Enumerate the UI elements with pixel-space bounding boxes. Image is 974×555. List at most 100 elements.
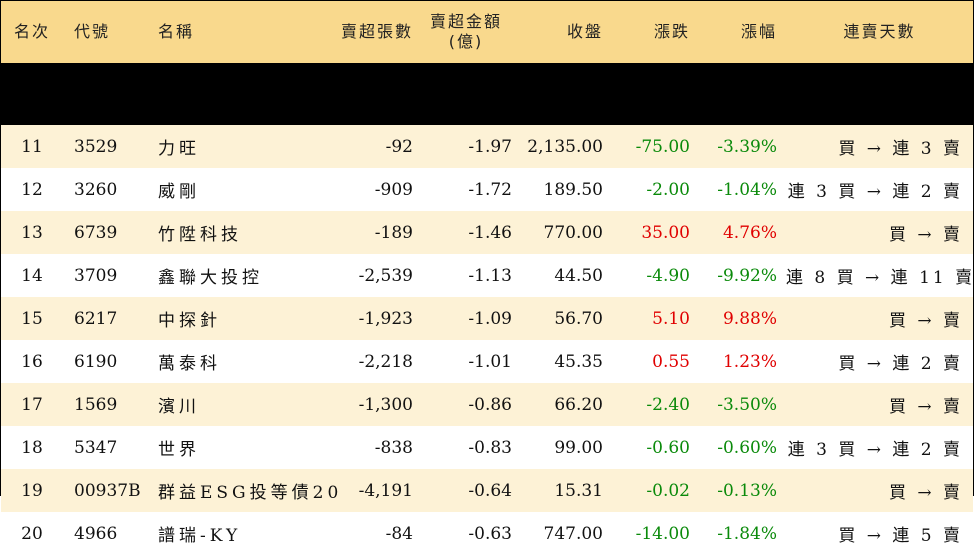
cell-streak: 買 → 連 5 賣	[838, 526, 963, 546]
cell-net-sell-amount: -1.72	[468, 179, 512, 200]
cell-change: -2.40	[646, 394, 690, 415]
header-net-sell-amount-title: 賣超金額	[429, 12, 502, 31]
cell-name: 世界	[158, 440, 200, 460]
table-row: 19 00937B 群益ESG投等債20 -4,191 -0.64 15.31 …	[1, 469, 973, 512]
cell-net-sell-amount: -1.46	[468, 222, 512, 243]
cell-net-sell-amount: -1.97	[468, 136, 512, 157]
cell-code: 5347	[74, 437, 118, 458]
table-row: 13 6739 竹陞科技 -189 -1.46 770.00 35.00 4.7…	[1, 211, 973, 254]
cell-change-pct: 9.88%	[722, 308, 777, 329]
cell-rank: 20	[21, 523, 43, 544]
cell-net-sell-amount: -0.83	[468, 437, 512, 458]
cell-name: 群益ESG投等債20	[158, 483, 343, 503]
cell-code: 1569	[74, 394, 118, 415]
cell-name: 萬泰科	[158, 354, 221, 374]
cell-net-sell-lots: -838	[374, 437, 413, 458]
cell-net-sell-lots: -2,539	[358, 265, 413, 286]
cell-change: -4.90	[646, 265, 690, 286]
cell-change-pct: -3.50%	[717, 394, 777, 415]
cell-change: -0.02	[646, 480, 690, 501]
table-row: 12 3260 威剛 -909 -1.72 189.50 -2.00 -1.04…	[1, 168, 973, 211]
header-code: 代號	[74, 22, 111, 41]
cell-code: 4966	[74, 523, 118, 544]
table-body: 11 3529 力旺 -92 -1.97 2,135.00 -75.00 -3.…	[1, 125, 973, 555]
header-change: 漲跌	[653, 22, 690, 41]
cell-net-sell-amount: -1.09	[468, 308, 512, 329]
cell-close: 44.50	[554, 265, 603, 286]
table-row: 20 4966 譜瑞-KY -84 -0.63 747.00 -14.00 -1…	[1, 512, 973, 555]
cell-change-pct: -1.84%	[717, 523, 777, 544]
table-row: 15 6217 中探針 -1,923 -1.09 56.70 5.10 9.88…	[1, 297, 973, 340]
cell-code: 00937B	[74, 480, 141, 501]
cell-net-sell-lots: -1,300	[358, 394, 413, 415]
cell-rank: 17	[21, 394, 43, 415]
cell-change-pct: -1.04%	[717, 179, 777, 200]
cell-streak: 買 → 賣	[888, 225, 963, 245]
cell-net-sell-lots: -84	[385, 523, 413, 544]
cell-change-pct: -9.92%	[717, 265, 777, 286]
cell-streak: 買 → 連 3 賣	[838, 139, 963, 159]
cell-change-pct: -0.60%	[717, 437, 777, 458]
cell-change: -75.00	[635, 136, 690, 157]
cell-streak: 買 → 連 2 賣	[838, 354, 963, 374]
header-change-pct: 漲幅	[740, 22, 777, 41]
cell-close: 45.35	[554, 351, 603, 372]
cell-change: -2.00	[646, 179, 690, 200]
cell-close: 2,135.00	[527, 136, 603, 157]
cell-close: 99.00	[554, 437, 603, 458]
table-row: 17 1569 濱川 -1,300 -0.86 66.20 -2.40 -3.5…	[1, 383, 973, 426]
header-divider	[1, 63, 973, 125]
cell-close: 747.00	[543, 523, 603, 544]
cell-change-pct: 1.23%	[722, 351, 777, 372]
cell-change-pct: 4.76%	[722, 222, 777, 243]
cell-code: 6190	[74, 351, 118, 372]
cell-name: 中探針	[158, 311, 221, 331]
cell-close: 189.50	[543, 179, 603, 200]
table-row: 11 3529 力旺 -92 -1.97 2,135.00 -75.00 -3.…	[1, 125, 973, 168]
cell-code: 3529	[74, 136, 118, 157]
header-net-sell-amount: 賣超金額 (億)	[416, 1, 516, 63]
cell-streak: 買 → 賣	[888, 483, 963, 503]
cell-code: 3709	[74, 265, 118, 286]
cell-net-sell-amount: -0.63	[468, 523, 512, 544]
cell-name: 濱川	[158, 397, 200, 417]
table-row: 16 6190 萬泰科 -2,218 -1.01 45.35 0.55 1.23…	[1, 340, 973, 383]
cell-change: -0.60	[646, 437, 690, 458]
cell-change: 35.00	[641, 222, 690, 243]
cell-net-sell-lots: -2,218	[358, 351, 413, 372]
cell-net-sell-lots: -909	[374, 179, 413, 200]
cell-net-sell-lots: -1,923	[358, 308, 413, 329]
cell-close: 56.70	[554, 308, 603, 329]
cell-rank: 12	[21, 179, 43, 200]
table-row: 18 5347 世界 -838 -0.83 99.00 -0.60 -0.60%…	[1, 426, 973, 469]
cell-net-sell-amount: -0.86	[468, 394, 512, 415]
cell-streak: 連 3 買 → 連 2 賣	[787, 182, 963, 202]
header-streak: 連賣天數	[843, 22, 916, 41]
cell-streak: 連 8 買 → 連 11 賣	[786, 268, 974, 288]
header-net-sell-amount-unit: (億)	[448, 32, 484, 51]
cell-streak: 買 → 賣	[888, 311, 963, 331]
cell-rank: 18	[21, 437, 43, 458]
header-net-sell-lots: 賣超張數	[340, 22, 413, 41]
cell-streak: 買 → 賣	[888, 397, 963, 417]
cell-streak: 連 3 買 → 連 2 賣	[787, 440, 963, 460]
cell-change: -14.00	[635, 523, 690, 544]
cell-rank: 16	[21, 351, 43, 372]
cell-code: 6739	[74, 222, 118, 243]
cell-net-sell-amount: -1.01	[468, 351, 512, 372]
cell-rank: 11	[21, 136, 43, 157]
cell-change: 5.10	[652, 308, 690, 329]
cell-name: 力旺	[158, 139, 200, 159]
cell-close: 770.00	[543, 222, 603, 243]
cell-net-sell-amount: -1.13	[468, 265, 512, 286]
cell-change: 0.55	[652, 351, 690, 372]
table-row: 14 3709 鑫聯大投控 -2,539 -1.13 44.50 -4.90 -…	[1, 254, 973, 297]
header-close: 收盤	[566, 22, 603, 41]
cell-rank: 15	[21, 308, 43, 329]
cell-name: 鑫聯大投控	[158, 268, 263, 288]
cell-name: 竹陞科技	[158, 225, 242, 245]
cell-net-sell-lots: -92	[385, 136, 413, 157]
cell-rank: 19	[21, 480, 43, 501]
